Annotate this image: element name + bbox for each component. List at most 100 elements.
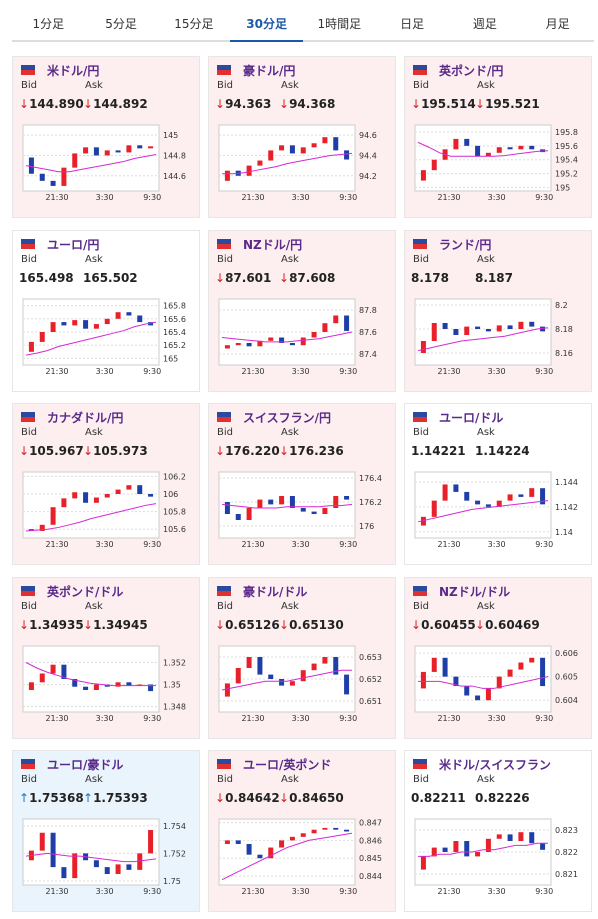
- rate-card[interactable]: 米ドル/円 Bid Ask ↓144.890 ↓144.892 144.6 144.8 145…: [12, 56, 200, 218]
- plot-frame: [218, 471, 356, 539]
- ask-number: 144.892: [93, 97, 148, 111]
- candle: [72, 319, 78, 325]
- y-tick-label: 165.2: [163, 341, 186, 350]
- candle: [453, 841, 459, 852]
- ask-arrow: ↓: [83, 97, 94, 111]
- y-tick-label: 94.6: [359, 131, 377, 140]
- rate-card[interactable]: 米ドル/スイスフラン Bid Ask 0.82211 0.82226 0.821 0.822…: [404, 750, 592, 912]
- rate-card[interactable]: ユーロ/ドル Bid Ask 1.14221 1.14224 1.14 1.142 1.144…: [404, 403, 592, 565]
- bid-value: ↓0.84642: [215, 791, 280, 805]
- moving-average: [221, 669, 352, 690]
- candle: [246, 843, 252, 855]
- candle: [485, 838, 491, 852]
- x-tick-label: 3:30: [292, 367, 310, 375]
- y-tick-label: 1.75: [163, 877, 181, 886]
- rate-card[interactable]: 豪ドル/ドル Bid Ask ↓0.65126 ↓0.65130 0.651 0.652 0.…: [208, 576, 396, 739]
- y-tick-label: 0.845: [359, 854, 382, 863]
- candle: [148, 494, 154, 497]
- candle: [257, 160, 263, 166]
- rate-card[interactable]: NZドル/円 Bid Ask ↓87.601 ↓87.608 87.4 87.6 87.8 21…: [208, 229, 396, 392]
- rate-card[interactable]: ユーロ/英ポンド Bid Ask ↓0.84642 ↓0.84650 0.844 0.845…: [208, 750, 396, 912]
- y-tick-label: 195.6: [555, 142, 578, 151]
- candle: [475, 326, 481, 329]
- ask-number: 1.75393: [93, 791, 148, 805]
- mini-chart: 176 176.2 176.4 21:30 3:30 9:30: [218, 471, 382, 548]
- tab[interactable]: 月足: [545, 17, 570, 31]
- bid-value: ↓0.65126: [215, 618, 280, 632]
- candle: [246, 165, 252, 176]
- y-tick-label: 1.144: [555, 478, 578, 487]
- candle: [115, 864, 121, 874]
- candle: [279, 145, 285, 151]
- candle: [300, 508, 306, 512]
- candle: [322, 137, 328, 144]
- tab[interactable]: 15分足: [174, 17, 214, 31]
- bid-value: ↓94.363: [215, 97, 271, 111]
- candle: [279, 840, 285, 848]
- bid-number: 0.84642: [225, 791, 280, 805]
- ask-value: ↓105.973: [83, 444, 148, 458]
- ask-number: 0.82226: [475, 791, 530, 805]
- candle: [257, 656, 263, 675]
- pair-name: 豪ドル/ドル: [243, 584, 308, 599]
- ask-label: Ask: [477, 253, 495, 265]
- rate-card[interactable]: 豪ドル/円 Bid Ask ↓94.363 ↓94.368 94.2 94.4 94.6 21:…: [208, 56, 396, 218]
- candle: [268, 499, 274, 505]
- bid-value: 8.178: [411, 271, 449, 285]
- moving-average: [418, 675, 549, 689]
- bid-arrow: ↓: [215, 444, 226, 458]
- tab[interactable]: 5分足: [105, 17, 137, 31]
- candle: [289, 342, 295, 345]
- mini-chart: 105.6 105.8 106 106.2 21:30 3:30 9:30: [22, 471, 186, 548]
- tab[interactable]: 1時間足: [317, 17, 362, 31]
- rate-card[interactable]: カナダドル/円 Bid Ask ↓105.967 ↓105.973 105.6 105.8 1…: [12, 403, 200, 565]
- ask-value: ↑1.75393: [83, 791, 148, 805]
- ask-label: Ask: [85, 427, 103, 438]
- rate-card[interactable]: ユーロ/豪ドル Bid Ask ↑1.75368 ↑1.75393 1.75 1.752 1.…: [12, 750, 200, 912]
- rate-card[interactable]: スイスフラン/円 Bid Ask ↓176.220 ↓176.236 176 176.2 17…: [208, 403, 396, 565]
- candle: [148, 146, 154, 149]
- flag-icon: [413, 585, 427, 596]
- candle: [507, 147, 513, 150]
- candle: [464, 326, 470, 335]
- candle: [104, 318, 110, 324]
- candle: [257, 499, 263, 508]
- rate-card[interactable]: NZドル/ドル Bid Ask ↓0.60455 ↓0.60469 0.604 0.605 0…: [404, 576, 592, 739]
- rate-card[interactable]: 英ポンド/円 Bid Ask ↓195.514 ↓195.521 195 195.2 195.…: [404, 56, 592, 218]
- flag-icon: [21, 238, 35, 249]
- candle: [507, 834, 513, 841]
- x-tick-label: 9:30: [143, 193, 161, 201]
- tab[interactable]: 週足: [472, 17, 497, 31]
- bid-label: Bid: [21, 600, 37, 612]
- candle: [104, 684, 110, 687]
- mini-chart: 1.75 1.752 1.754 21:30 3:30 9:30: [22, 818, 186, 895]
- rate-card[interactable]: ランド/円 Bid Ask 8.178 8.187 8.16 8.18 8.2 21:30 3:3…: [404, 229, 592, 392]
- tab[interactable]: 日足: [400, 17, 425, 31]
- flag-icon: [413, 759, 427, 769]
- candle: [126, 311, 132, 315]
- rate-card[interactable]: 英ポンド/ドル Bid Ask ↓1.34935 ↓1.34945 1.348 1.35 1.…: [12, 576, 200, 739]
- candle: [485, 328, 491, 331]
- candle: [431, 500, 437, 517]
- tab[interactable]: 30分足: [230, 8, 303, 42]
- candle: [453, 328, 459, 335]
- rate-card[interactable]: ユーロ/円 Bid Ask 165.498 165.502 165 165.2 165.4 16…: [12, 229, 200, 392]
- candle: [475, 695, 481, 700]
- mini-chart: 165 165.2 165.4 165.6 165.8 21:30 3:30 9:30: [22, 298, 186, 375]
- bid-number: 8.178: [411, 270, 449, 285]
- candle: [529, 657, 535, 662]
- candle: [235, 840, 241, 844]
- bid-arrow: ↓: [411, 97, 422, 111]
- bid-label: Bid: [217, 80, 233, 91]
- candle: [224, 682, 230, 697]
- y-tick-label: 94.4: [359, 151, 377, 160]
- candle: [333, 656, 339, 675]
- y-tick-label: 8.18: [555, 325, 573, 334]
- tab[interactable]: 1分足: [32, 17, 65, 31]
- mini-chart: 8.16 8.18 8.2 21:30 3:30 9:30: [414, 298, 573, 375]
- y-tick-label: 165.6: [163, 314, 186, 323]
- flag-icon: [21, 412, 35, 422]
- y-tick-label: 106.2: [163, 472, 186, 481]
- candle: [137, 853, 143, 870]
- tab-bar: 1分足 5分足 15分足 30分足 1時間足 日足 週足 月足: [12, 8, 594, 42]
